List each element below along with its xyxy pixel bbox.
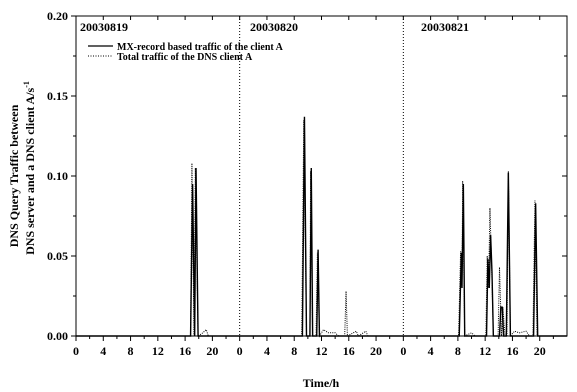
day-label: 20030819 bbox=[80, 20, 128, 34]
y-axis-label-main: DNS server and a DNS client A/s bbox=[23, 87, 37, 254]
legend-label: Total traffic of the DNS client A bbox=[117, 52, 253, 63]
x-tick-label: 16 bbox=[179, 344, 191, 358]
x-tick-label: 12 bbox=[152, 344, 164, 358]
x-tick-label: 4 bbox=[264, 344, 270, 358]
y-tick-label: 0.00 bbox=[47, 329, 68, 343]
x-tick-label: 16 bbox=[506, 344, 518, 358]
y-tick-label: 0.15 bbox=[47, 89, 68, 103]
x-tick-label: 20 bbox=[370, 344, 382, 358]
x-tick-label: 4 bbox=[100, 344, 106, 358]
y-axis-label-exponent: -1 bbox=[22, 81, 31, 88]
series-line-1 bbox=[76, 116, 567, 337]
y-axis-label: DNS Query Traffic between DNS server and… bbox=[7, 81, 37, 255]
plot-frame bbox=[75, 15, 568, 337]
y-axis-label-line2: DNS server and a DNS client A/s-1 bbox=[22, 81, 37, 255]
y-tick-label: 0.20 bbox=[47, 9, 68, 23]
x-tick-label: 8 bbox=[291, 344, 297, 358]
y-tick-label: 0.05 bbox=[47, 249, 68, 263]
legend-label: MX-record based traffic of the client A bbox=[117, 42, 284, 53]
x-tick-label: 8 bbox=[455, 344, 461, 358]
legend: MX-record based traffic of the client A … bbox=[88, 42, 284, 63]
x-tick-label: 20 bbox=[206, 344, 218, 358]
x-axis-label: Time/h bbox=[303, 376, 340, 390]
y-tick-label: 0.10 bbox=[47, 169, 68, 183]
x-tick-label: 0 bbox=[73, 344, 79, 358]
x-tick-label: 20 bbox=[534, 344, 546, 358]
x-tick-label: 0 bbox=[400, 344, 406, 358]
series-line-2 bbox=[76, 119, 567, 338]
x-tick-label: 4 bbox=[428, 344, 434, 358]
x-tick-label: 0 bbox=[237, 344, 243, 358]
x-tick-label: 16 bbox=[343, 344, 355, 358]
day-label: 20030820 bbox=[250, 20, 298, 34]
day-separators bbox=[239, 16, 404, 336]
day-label: 20030821 bbox=[421, 20, 469, 34]
series-layer bbox=[76, 116, 567, 338]
y-axis-label-line1: DNS Query Traffic between bbox=[7, 104, 21, 247]
axes: 0.00 0.05 0.10 0.15 0.20 0 4 8 12 16 20 0 4 8 12 16 20 0 4… bbox=[47, 9, 567, 358]
x-tick-label: 8 bbox=[128, 344, 134, 358]
x-tick-label: 12 bbox=[479, 344, 491, 358]
x-tick-label: 12 bbox=[316, 344, 328, 358]
day-labels: 20030819 20030820 20030821 bbox=[80, 20, 469, 34]
